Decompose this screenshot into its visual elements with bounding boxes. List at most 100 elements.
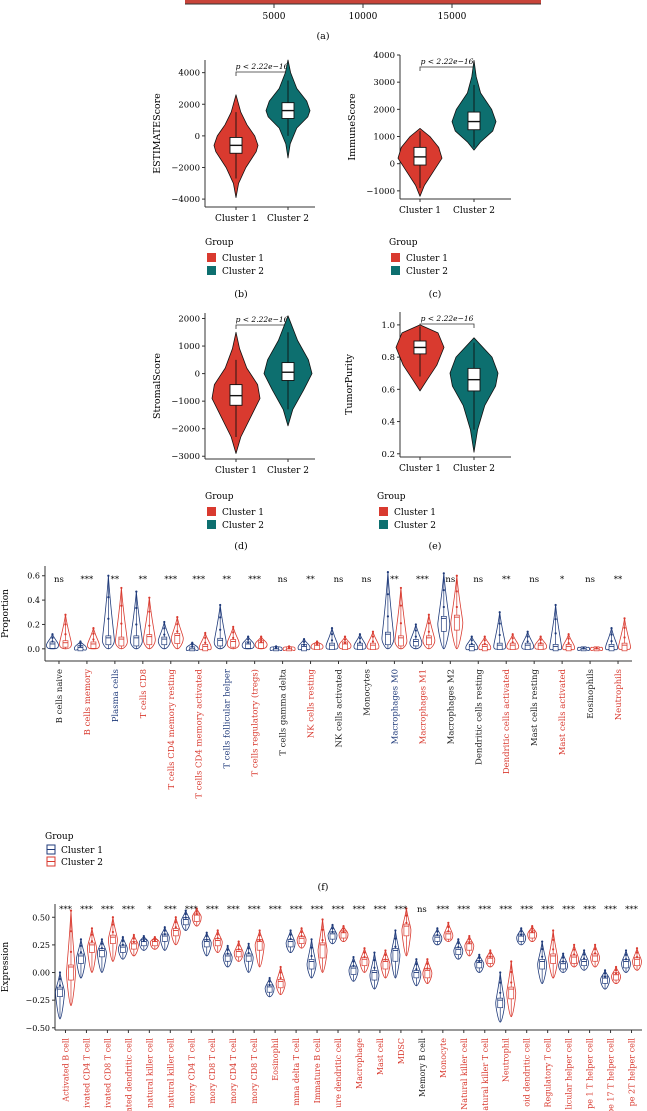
outlier-point bbox=[247, 641, 250, 644]
outlier-point bbox=[232, 636, 235, 639]
x-tick-label: mma delta T cell bbox=[292, 1038, 301, 1106]
outlier-point bbox=[260, 640, 263, 644]
box bbox=[174, 633, 181, 644]
significance-label: *** bbox=[59, 905, 73, 915]
outlier-point bbox=[394, 929, 397, 932]
y-tick-label: −0.50 bbox=[25, 1024, 50, 1033]
outlier-point bbox=[405, 907, 408, 910]
outlier-point bbox=[520, 933, 523, 936]
y-tick-label: −2000 bbox=[171, 163, 200, 173]
outlier-point bbox=[174, 916, 177, 919]
x-tick-label: T cells follicular helper bbox=[223, 668, 233, 769]
legend-item: Cluster 1 bbox=[222, 254, 264, 264]
y-tick-label: −2000 bbox=[171, 425, 200, 435]
outlier-point bbox=[174, 926, 177, 929]
significance-label: ** bbox=[139, 575, 148, 585]
outlier-point bbox=[111, 930, 115, 934]
significance-bracket bbox=[235, 324, 289, 329]
outlier-point bbox=[623, 617, 626, 620]
significance-label: *** bbox=[248, 575, 262, 585]
box bbox=[99, 948, 105, 958]
x-tick-label: Cluster 2 bbox=[267, 214, 309, 224]
outlier-point bbox=[457, 942, 460, 945]
box bbox=[118, 636, 125, 647]
legend-swatch bbox=[379, 520, 388, 529]
outlier-point bbox=[384, 949, 387, 952]
outlier-point bbox=[624, 958, 628, 961]
outlier-point bbox=[447, 921, 450, 924]
significance-label: *** bbox=[541, 905, 555, 915]
significance-bracket bbox=[419, 66, 475, 71]
outlier-point bbox=[279, 976, 282, 980]
outlier-point bbox=[321, 928, 324, 931]
significance-label: ns bbox=[54, 575, 64, 585]
x-tick-label: T cells CD4 memory activated bbox=[195, 668, 205, 798]
outlier-point bbox=[373, 951, 376, 954]
outlier-point bbox=[274, 646, 278, 650]
outlier-point bbox=[470, 635, 473, 638]
x-tick-label: Cluster 1 bbox=[399, 464, 441, 474]
outlier-point bbox=[373, 959, 376, 962]
x-tick-label: Cluster 2 bbox=[267, 466, 309, 476]
significance-label: *** bbox=[332, 905, 346, 915]
y-axis-label: Proportion bbox=[1, 589, 11, 638]
outlier-point bbox=[79, 938, 83, 941]
outlier-point bbox=[226, 944, 229, 948]
outlier-point bbox=[489, 955, 492, 958]
significance-label: *** bbox=[248, 905, 262, 915]
outlier-point bbox=[343, 635, 347, 638]
significance-label: ns bbox=[362, 575, 372, 585]
box bbox=[110, 934, 116, 944]
outlier-point bbox=[455, 605, 458, 609]
outlier-point bbox=[567, 637, 570, 640]
x-tick-label: atural killer T cell bbox=[481, 1038, 490, 1111]
outlier-point bbox=[478, 953, 481, 956]
outlier-point bbox=[219, 603, 222, 607]
significance-label: *** bbox=[499, 905, 513, 915]
outlier-point bbox=[526, 640, 529, 643]
outlier-point bbox=[483, 635, 486, 638]
x-tick-label: Cluster 1 bbox=[215, 214, 257, 224]
x-tick-label: Macrophages M1 bbox=[418, 669, 428, 744]
outlier-point bbox=[455, 574, 458, 577]
outlier-point bbox=[163, 633, 166, 636]
outlier-point bbox=[426, 967, 429, 970]
outlier-point bbox=[468, 938, 471, 941]
outlier-point bbox=[302, 637, 306, 641]
outlier-point bbox=[414, 635, 417, 638]
outlier-point bbox=[258, 934, 261, 937]
panel-b: −4000 −2000 0 2000 4000 ESTIMATEScore p < 2.22… bbox=[152, 59, 315, 300]
box bbox=[49, 641, 56, 649]
outlier-point bbox=[371, 640, 375, 643]
significance-label: *** bbox=[80, 905, 94, 915]
outlier-point bbox=[593, 948, 597, 951]
outlier-point bbox=[552, 929, 555, 932]
x-tick-label: Cluster 1 bbox=[215, 466, 257, 476]
outlier-point bbox=[614, 965, 618, 969]
box bbox=[230, 639, 237, 648]
significance-label: ns bbox=[278, 575, 288, 585]
y-axis-label: ImmuneScore bbox=[347, 93, 358, 161]
box bbox=[440, 616, 447, 632]
outlier-point bbox=[204, 631, 207, 635]
y-tick-label: 0.50 bbox=[32, 913, 50, 922]
box bbox=[361, 956, 368, 967]
y-axis-label: Expression bbox=[1, 942, 11, 993]
box bbox=[424, 967, 431, 979]
y-tick-label: 4000 bbox=[178, 69, 200, 79]
outlier-point bbox=[526, 635, 529, 638]
outlier-point bbox=[142, 934, 145, 938]
outlier-point bbox=[342, 930, 345, 933]
outlier-point bbox=[90, 940, 94, 943]
box bbox=[552, 644, 559, 652]
x-tick-label: Monocyte bbox=[439, 1038, 448, 1078]
outlier-point bbox=[174, 921, 177, 924]
x-tick-label: T cells CD8 bbox=[139, 669, 149, 718]
legend-title: Group bbox=[45, 832, 74, 842]
significance-label: *** bbox=[192, 575, 206, 585]
y-tick-label: 0.8 bbox=[381, 353, 395, 363]
outlier-point bbox=[205, 935, 208, 938]
outlier-point bbox=[414, 629, 417, 632]
outlier-point bbox=[300, 931, 303, 934]
